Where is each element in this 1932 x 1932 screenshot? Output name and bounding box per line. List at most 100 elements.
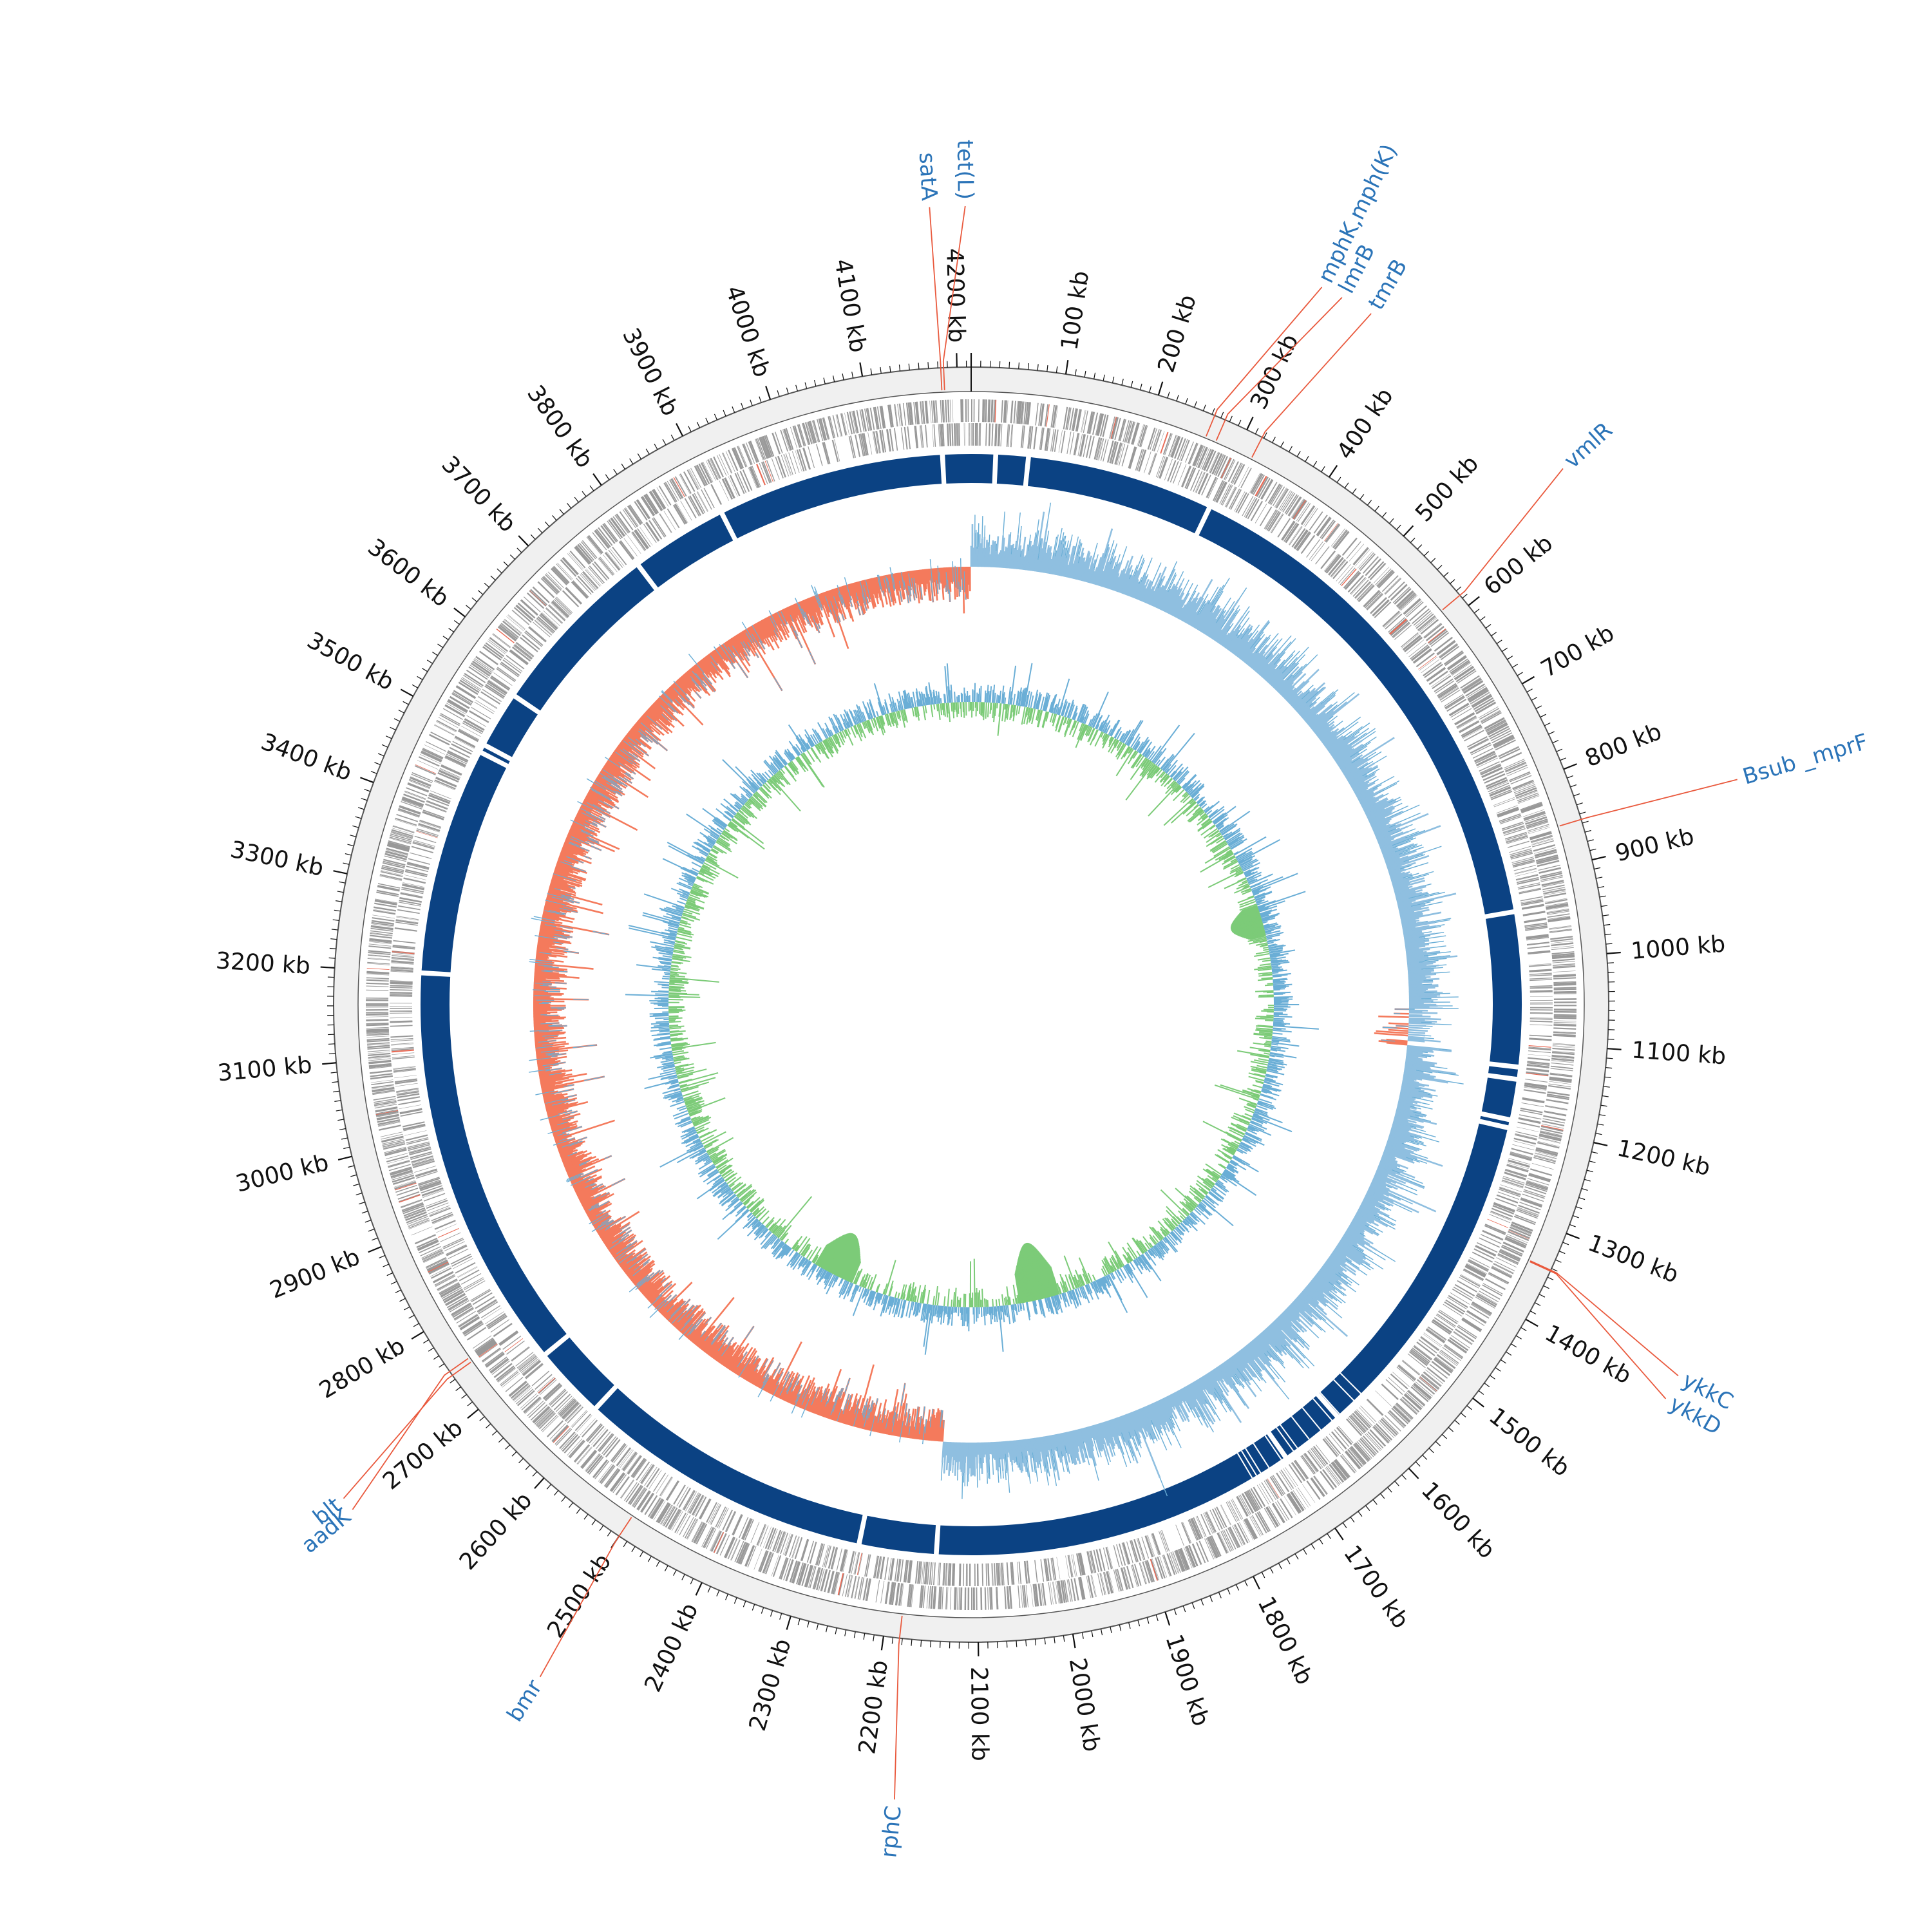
cds-feature <box>522 634 540 650</box>
cds-feature <box>368 1063 392 1067</box>
cds-feature <box>1367 1398 1384 1416</box>
cds-feature <box>1116 1544 1123 1567</box>
cds-feature <box>809 1541 817 1564</box>
cds-feature <box>619 511 634 531</box>
cds-feature <box>554 599 571 616</box>
cds-feature <box>1338 565 1354 583</box>
cds-feature <box>486 1353 505 1368</box>
cds-feature <box>935 400 938 423</box>
cds-feature <box>658 1503 671 1524</box>
cds-feature <box>1504 760 1526 770</box>
gc-skew-spike <box>1383 780 1400 790</box>
cds-feature <box>929 401 932 424</box>
cds-feature <box>1517 1207 1539 1216</box>
cds-feature <box>399 1104 422 1110</box>
cds-feature <box>1505 1170 1527 1177</box>
cds-feature <box>1516 791 1538 800</box>
cds-feature <box>589 1456 604 1475</box>
cds-feature <box>1064 1580 1068 1603</box>
gc-skew-bar <box>1401 921 1422 927</box>
cds-feature <box>1094 437 1101 460</box>
cds-feature <box>1546 908 1569 913</box>
gc-skew-bar <box>1404 1068 1424 1074</box>
cds-feature <box>923 1562 927 1585</box>
gc-skew-spike <box>1157 578 1163 589</box>
cds-feature <box>1352 580 1369 597</box>
cds-feature <box>444 1293 465 1305</box>
cds-feature <box>1103 439 1109 462</box>
gc-skew-bar <box>1355 787 1368 796</box>
cds-feature <box>502 620 521 636</box>
cds-feature <box>808 421 815 444</box>
cds-feature <box>1300 535 1315 554</box>
cds-feature <box>861 433 867 456</box>
cds-feature <box>1330 558 1346 577</box>
cds-feature <box>437 1280 458 1291</box>
cds-feature <box>844 1575 851 1597</box>
cds-feature <box>945 399 947 422</box>
cds-feature <box>488 1316 507 1329</box>
cds-feature <box>399 902 421 907</box>
cds-feature <box>1444 1344 1463 1359</box>
gc-skew-spike <box>1065 540 1069 556</box>
cds-feature <box>410 777 431 786</box>
gc-skew-bar <box>1406 1045 1437 1050</box>
cds-feature <box>438 770 460 781</box>
cds-feature <box>1486 722 1508 734</box>
cds-feature <box>562 556 579 575</box>
cds-feature <box>571 1410 588 1428</box>
cds-feature <box>1403 635 1421 651</box>
gc-skew-spike <box>1019 526 1022 539</box>
cds-feature <box>632 531 647 551</box>
cds-feature <box>1345 1450 1361 1468</box>
cds-feature <box>644 1466 658 1486</box>
gc-skew-bar <box>1364 798 1394 814</box>
cds-feature <box>507 614 526 630</box>
cds-feature <box>439 770 460 780</box>
cds-feature <box>661 1505 673 1525</box>
cds-feature <box>1251 1515 1264 1535</box>
cds-feature <box>940 424 943 447</box>
cds-feature <box>992 399 995 422</box>
cds-feature <box>392 1177 415 1186</box>
cds-feature <box>1523 1190 1545 1199</box>
cds-feature <box>734 447 744 469</box>
cds-feature <box>1482 1229 1504 1240</box>
cds-feature <box>586 568 601 586</box>
cds-feature <box>1303 507 1317 526</box>
cds-feature <box>783 454 791 476</box>
gc-skew-bar <box>1203 609 1220 634</box>
cds-feature <box>498 1368 516 1383</box>
gc-skew-spike <box>1420 1136 1440 1142</box>
gc-skew-spike <box>1410 1135 1419 1139</box>
gc-skew-bar <box>1288 690 1303 704</box>
cds-feature <box>1220 1504 1231 1526</box>
cds-feature <box>396 813 419 822</box>
cds-feature <box>530 1404 548 1421</box>
cds-feature <box>400 892 423 897</box>
gc-skew-bar <box>1150 587 1159 606</box>
gc-skew-bar <box>1387 1141 1405 1149</box>
cds-feature <box>1492 734 1513 746</box>
cds-feature <box>421 751 442 761</box>
gc-skew-bar <box>1397 1100 1421 1108</box>
cds-feature <box>479 1344 498 1358</box>
gc-skew-bar <box>1222 630 1235 647</box>
cds-feature <box>1528 964 1551 967</box>
cds-feature <box>688 469 700 489</box>
cds-feature <box>1209 1510 1220 1531</box>
gc-skew-bar <box>1335 743 1363 763</box>
cds-feature <box>811 420 819 442</box>
cds-feature <box>1446 699 1467 712</box>
cds-feature <box>586 536 601 555</box>
cds-feature <box>1423 622 1441 638</box>
cds-feature <box>1529 969 1552 972</box>
gc-skew-spike <box>1063 540 1066 550</box>
cds-feature <box>544 1384 562 1401</box>
cds-feature <box>428 1263 450 1274</box>
cds-feature <box>858 433 864 457</box>
gc-skew-spike <box>1291 647 1309 665</box>
gc-skew-bar <box>1236 638 1253 658</box>
cds-feature <box>407 782 430 792</box>
cds-feature <box>1463 679 1482 692</box>
